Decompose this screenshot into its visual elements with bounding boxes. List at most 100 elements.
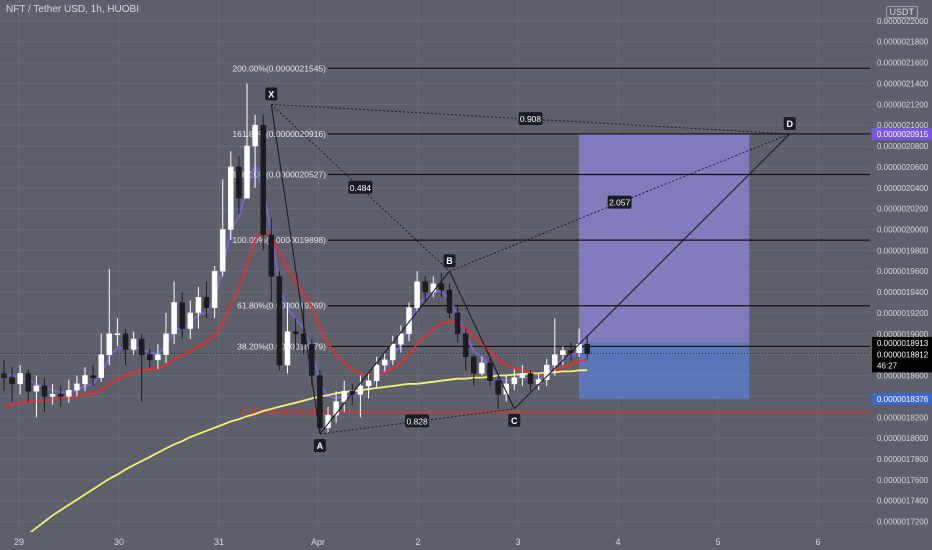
candle-body (98, 354, 104, 378)
pattern-point-A: A (317, 441, 324, 451)
currency-badge[interactable]: USDT (885, 6, 918, 18)
candle-body (163, 333, 169, 355)
pattern-point-bg (265, 87, 278, 101)
candle-body (584, 343, 590, 354)
price-tag-last (872, 336, 932, 349)
pattern-leg (513, 133, 791, 410)
ratio-label-bg (518, 112, 543, 126)
candle-body (252, 124, 258, 147)
pattern-point-C: C (511, 416, 518, 426)
pattern-point-bg (508, 413, 521, 427)
candle-body (422, 281, 428, 293)
candle-body (446, 289, 453, 314)
price-tick-label: 0.0000019200 (877, 309, 929, 318)
candle-body (171, 302, 177, 335)
candle-body (381, 359, 388, 366)
pattern-leg (270, 104, 321, 435)
candle-body (390, 343, 396, 361)
pattern-point-bg (783, 116, 796, 130)
price-tag-target (872, 128, 932, 141)
price-tag-text: 0.0000018913 (877, 339, 929, 348)
fib-label: 200.00%(0.0000021545) (232, 63, 326, 73)
candle-body (479, 362, 485, 374)
price-tick-label: 0.0000019000 (877, 330, 929, 339)
time-tick-label: 6 (815, 537, 820, 547)
price-tick-label: 0.0000020600 (877, 163, 929, 172)
candle-body (357, 385, 364, 395)
pattern-ratio-line (270, 103, 450, 272)
candle-body (365, 380, 372, 387)
candle-body (9, 377, 15, 385)
pattern-point-X: X (268, 89, 274, 99)
price-tag-current (872, 348, 932, 373)
pattern-ratio-label: 2.057 (609, 198, 631, 208)
price-tick-label: 0.0000019600 (877, 267, 929, 276)
candle-body (138, 338, 145, 355)
price-tick-label: 0.0000017200 (877, 518, 929, 527)
price-tick-label: 0.0000021800 (877, 38, 929, 47)
fib-label: 0.00%(0.0000018250) (242, 407, 326, 417)
candle-body (276, 276, 283, 366)
candle-body (82, 375, 88, 385)
candle-body (398, 333, 404, 345)
price-tick-label: 0.0000021400 (877, 79, 929, 88)
candle-body (543, 364, 550, 380)
time-tick-label: 4 (615, 537, 620, 547)
pattern-point-bg (443, 254, 456, 268)
candle-body (236, 166, 242, 199)
candle-body (211, 270, 218, 308)
candle-body (179, 302, 185, 329)
time-tick-label: 31 (214, 537, 224, 547)
ratio-label-bg (405, 414, 430, 428)
time-tick-label: Apr (311, 537, 325, 547)
candle-body (317, 375, 323, 428)
price-tag-text: 0.0000018812 (877, 350, 929, 359)
candle-body (244, 145, 250, 199)
candle-body (406, 307, 412, 335)
pattern-ratio-line (319, 408, 515, 435)
price-tick-label: 0.0000021000 (877, 121, 929, 130)
fib-label: 161.80%(0.0000020916) (232, 129, 326, 139)
candle-body (219, 229, 226, 272)
candle-body (114, 333, 121, 336)
ratio-label-bg (607, 195, 632, 209)
candle-body (292, 331, 299, 335)
candle-body (454, 312, 461, 335)
price-tick-label: 0.0000019400 (877, 288, 929, 297)
candle-body (471, 356, 477, 374)
candle-body (122, 333, 129, 350)
candle-body (1, 373, 7, 378)
pattern-ratio-label: 0.484 (350, 183, 372, 193)
candle-body (503, 383, 509, 395)
time-tick-label: 30 (114, 537, 124, 547)
price-tag-text: 0.0000020915 (877, 130, 929, 139)
moving-average-2 (3, 229, 588, 408)
candle-body (373, 364, 380, 381)
price-tick-label: 0.0000018000 (877, 434, 929, 443)
pattern-leg (319, 270, 450, 435)
candle-body (33, 385, 40, 392)
pattern-ratio-line (271, 103, 790, 135)
candle-body (414, 281, 420, 308)
moving-average-3 (6, 369, 588, 550)
price-tick-label: 0.0000018200 (877, 413, 929, 422)
stop-zone (579, 342, 750, 399)
candle-body (519, 373, 526, 378)
price-axis (870, 0, 932, 550)
candle-body (195, 297, 202, 314)
candle-body (17, 373, 23, 385)
candle-body (487, 362, 493, 381)
time-tick-label: 3 (515, 537, 520, 547)
candle-body (41, 385, 48, 397)
candle-body (90, 375, 96, 378)
pattern-ratio-label: 0.828 (406, 416, 428, 426)
candle-body (74, 383, 80, 391)
price-tick-label: 0.0000017400 (877, 497, 929, 506)
candle-body (203, 297, 210, 308)
fib-label: 138.20%(0.0000020527) (232, 170, 326, 180)
price-tick-label: 0.0000021600 (877, 59, 929, 68)
candle-body (560, 350, 566, 355)
pattern-point-B: B (446, 256, 453, 266)
